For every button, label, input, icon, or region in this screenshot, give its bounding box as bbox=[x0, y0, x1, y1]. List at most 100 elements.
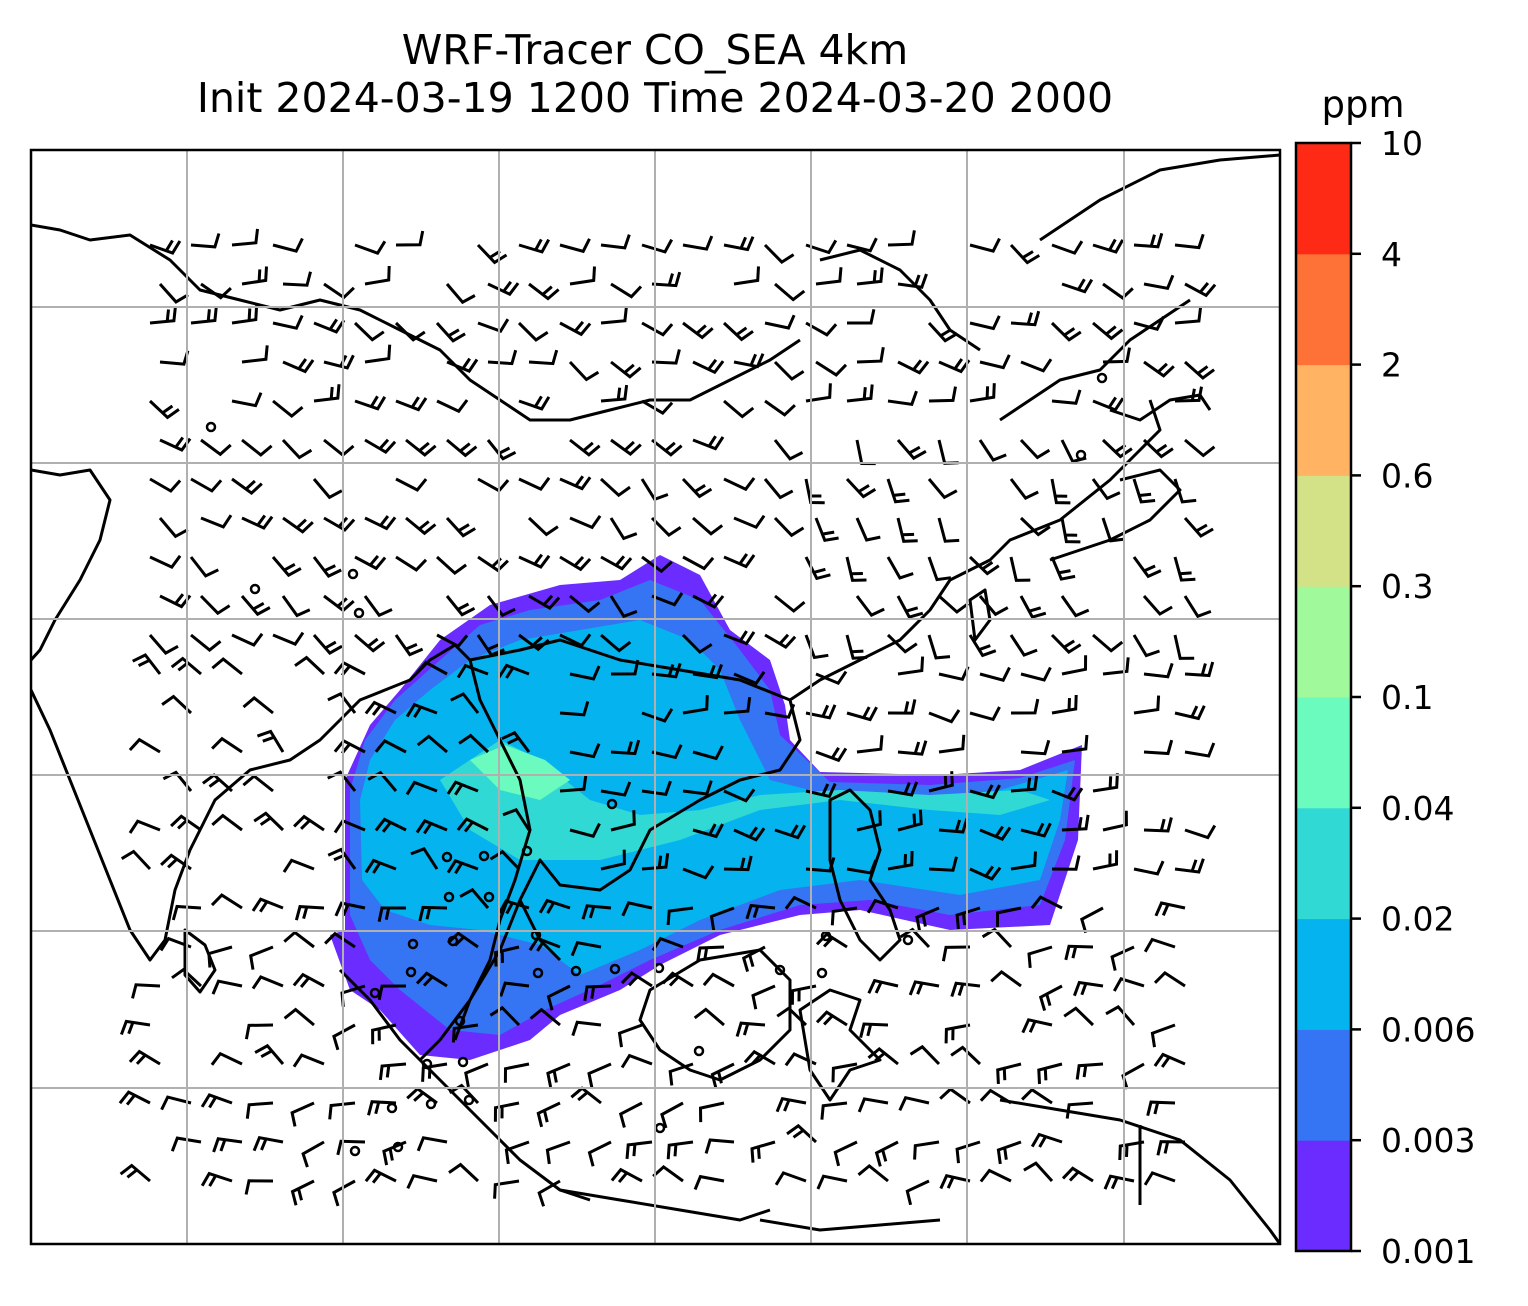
wind-barb bbox=[312, 478, 343, 500]
wind-barb bbox=[200, 1093, 233, 1109]
wind-barb bbox=[735, 1021, 766, 1037]
wind-barb bbox=[814, 517, 839, 542]
wind-barb bbox=[211, 736, 243, 754]
wind-barb bbox=[546, 1062, 571, 1088]
wind-barb bbox=[374, 817, 407, 833]
wind-barb bbox=[969, 784, 1001, 800]
wind-barb bbox=[981, 927, 1013, 949]
wind-barb bbox=[1133, 695, 1161, 715]
wind-barb bbox=[131, 983, 161, 999]
wind-barb bbox=[456, 663, 489, 679]
wind-barb bbox=[160, 853, 192, 871]
wind-barb bbox=[1020, 666, 1052, 682]
wind-barb bbox=[504, 1140, 530, 1165]
wind-barb bbox=[651, 662, 682, 679]
wind-barb bbox=[171, 967, 203, 988]
wind-barb bbox=[886, 633, 918, 654]
wind-barb bbox=[805, 321, 838, 337]
wind-barb bbox=[1051, 240, 1084, 255]
wind-barb bbox=[733, 514, 766, 530]
wind-barb bbox=[968, 634, 997, 658]
wind-barb bbox=[651, 744, 683, 760]
wind-barb bbox=[723, 553, 756, 569]
wind-barb bbox=[570, 941, 602, 957]
wind-barb bbox=[938, 734, 966, 754]
colorbar-tick-label: 4 bbox=[1381, 235, 1402, 274]
wind-barb bbox=[249, 945, 274, 970]
wind-barb bbox=[435, 555, 467, 576]
coastline-india bbox=[31, 468, 342, 962]
wind-barb bbox=[938, 594, 969, 614]
wind-barb bbox=[486, 439, 517, 461]
wind-barb bbox=[395, 396, 428, 412]
wind-barb bbox=[158, 517, 189, 539]
wind-barb bbox=[979, 1088, 1012, 1105]
wind-barb bbox=[159, 936, 192, 952]
wind-barb bbox=[1051, 786, 1084, 802]
wind-barb bbox=[450, 692, 480, 714]
wind-barb bbox=[1064, 944, 1094, 961]
coastline-korea-japan bbox=[999, 298, 1212, 562]
wind-barb bbox=[293, 814, 325, 832]
wind-barb bbox=[395, 230, 425, 247]
wind-barb bbox=[692, 593, 725, 609]
wind-barb bbox=[668, 1062, 694, 1086]
wind-barb bbox=[969, 865, 1002, 881]
wind-barb bbox=[199, 594, 231, 616]
wind-barb bbox=[741, 945, 766, 973]
wind-barb bbox=[805, 239, 838, 255]
wind-barb bbox=[559, 238, 591, 254]
wind-barb bbox=[211, 657, 243, 676]
wind-barb bbox=[312, 556, 342, 578]
wind-barb bbox=[927, 634, 951, 660]
wind-barb bbox=[568, 360, 600, 382]
wind-barb bbox=[1060, 595, 1090, 618]
wind-barb bbox=[941, 945, 971, 962]
wind-barb bbox=[502, 807, 531, 831]
wind-barb bbox=[831, 1062, 858, 1083]
wind-barb bbox=[897, 273, 928, 289]
wind-barb bbox=[996, 906, 1022, 927]
wind-barb bbox=[528, 282, 560, 301]
wind-barb bbox=[128, 819, 161, 834]
wind-barb bbox=[212, 1137, 243, 1153]
wind-barb bbox=[774, 824, 807, 840]
wind-barb bbox=[281, 595, 311, 618]
wind-barb bbox=[1150, 1023, 1176, 1048]
wind-barb bbox=[1102, 657, 1130, 676]
wind-barb bbox=[764, 399, 796, 417]
wind-barb bbox=[251, 897, 284, 913]
wind-barb bbox=[364, 344, 392, 364]
wind-barb bbox=[1110, 945, 1135, 971]
wind-barb bbox=[367, 1100, 397, 1116]
wind-barb bbox=[1183, 595, 1212, 619]
wind-barb bbox=[805, 782, 837, 799]
wind-barb bbox=[559, 555, 592, 572]
wind-barb bbox=[1092, 238, 1125, 254]
map-frame bbox=[29, 148, 1282, 1246]
wind-barb bbox=[866, 898, 899, 914]
wind-barb bbox=[845, 477, 877, 499]
wind-barb bbox=[1061, 655, 1088, 676]
wind-barb bbox=[1019, 438, 1051, 460]
wind-barb bbox=[405, 516, 437, 536]
wind-barb bbox=[692, 435, 725, 451]
wind-barb bbox=[394, 321, 426, 342]
wind-barb bbox=[405, 438, 437, 457]
wind-barb bbox=[364, 1168, 397, 1184]
wind-barb bbox=[641, 708, 674, 723]
wind-barb bbox=[559, 320, 592, 337]
wind-barb bbox=[272, 314, 304, 330]
wind-barb bbox=[763, 478, 794, 500]
wind-barb bbox=[128, 737, 161, 754]
wind-barb bbox=[979, 666, 1011, 682]
wind-barb bbox=[1133, 316, 1165, 331]
colorbar-unit-label: ppm bbox=[1321, 83, 1404, 126]
wind-barb bbox=[327, 692, 357, 714]
wind-barb bbox=[856, 347, 885, 364]
wind-barb bbox=[354, 554, 387, 571]
wind-barb bbox=[313, 384, 341, 403]
wind-barb bbox=[1060, 439, 1087, 464]
wind-barb bbox=[723, 855, 753, 872]
wind-barb bbox=[610, 659, 640, 676]
